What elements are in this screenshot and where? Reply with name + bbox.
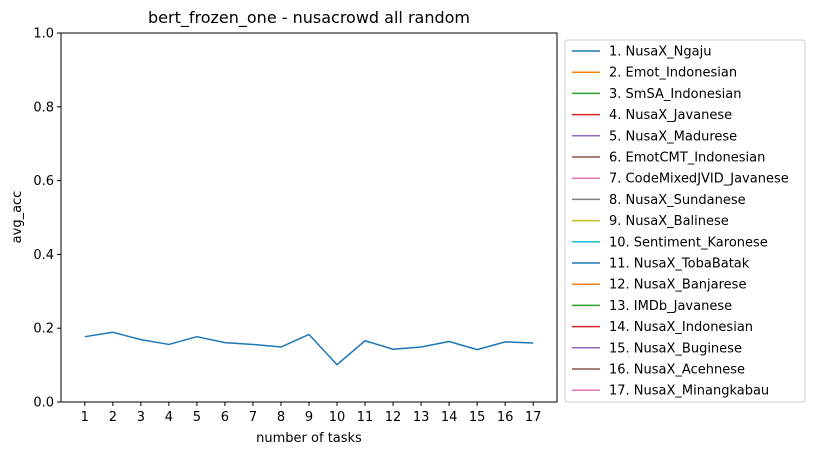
chart-title: bert_frozen_one - nusacrowd all random: [148, 8, 470, 28]
x-tick-label: 14: [441, 410, 458, 425]
y-tick-label: 0.6: [33, 174, 54, 189]
x-tick-label: 17: [525, 410, 542, 425]
y-tick-label: 0.8: [33, 100, 54, 115]
legend-items: 1. NusaX_Ngaju 2. Emot_Indonesian 3. SmSA_…: [572, 45, 789, 399]
x-tick-label: 1: [81, 410, 89, 425]
x-tick-label: 7: [249, 410, 257, 425]
y-tick-label: 0.2: [33, 322, 54, 337]
x-tick-label: 15: [469, 410, 486, 425]
x-axis-ticks: 1 2 3 4 5 6 7 8 9 10 11 12 13 14 15 16 17: [81, 402, 542, 425]
legend-label: 5. NusaX_Madurese: [609, 129, 737, 144]
x-tick-label: 9: [305, 410, 313, 425]
x-tick-label: 2: [109, 410, 117, 425]
y-tick-label: 0.4: [33, 248, 54, 263]
y-axis-ticks: 0.0 0.2 0.4 0.6 0.8 1.0: [33, 27, 61, 411]
x-tick-label: 10: [329, 410, 346, 425]
legend: 1. NusaX_Ngaju 2. Emot_Indonesian 3. SmSA_…: [564, 39, 806, 403]
plot-area: [84, 331, 534, 366]
legend-label: 13. IMDb_Javanese: [609, 299, 732, 314]
series-line: [84, 331, 534, 366]
legend-frame: [564, 39, 806, 403]
x-tick-label: 5: [193, 410, 201, 425]
x-tick-label: 4: [165, 410, 173, 425]
legend-label: 17. NusaX_Minangkabau: [609, 384, 769, 399]
legend-label: 4. NusaX_Javanese: [609, 108, 732, 123]
legend-label: 7. CodeMixedJVID_Javanese: [609, 172, 789, 187]
legend-label: 12. NusaX_Banjarese: [609, 278, 746, 293]
x-tick-label: 13: [413, 410, 430, 425]
y-tick-label: 1.0: [33, 27, 54, 42]
legend-label: 2. Emot_Indonesian: [609, 66, 737, 81]
legend-label: 6. EmotCMT_Indonesian: [609, 151, 765, 166]
legend-label: 10. Sentiment_Karonese: [609, 235, 768, 250]
legend-label: 1. NusaX_Ngaju: [609, 45, 711, 60]
x-tick-label: 12: [385, 410, 402, 425]
legend-label: 8. NusaX_Sundanese: [609, 193, 746, 208]
legend-label: 15. NusaX_Buginese: [609, 341, 742, 356]
legend-label: 11. NusaX_TobaBatak: [609, 257, 750, 272]
x-tick-label: 3: [137, 410, 145, 425]
legend-label: 14. NusaX_Indonesian: [609, 320, 753, 335]
x-tick-label: 6: [221, 410, 229, 425]
x-tick-label: 16: [497, 410, 514, 425]
x-tick-label: 8: [277, 410, 285, 425]
x-tick-label: 11: [357, 410, 374, 425]
legend-label: 9. NusaX_Balinese: [609, 214, 729, 229]
y-axis-label: avg_acc: [10, 191, 25, 244]
x-axis-label: number of tasks: [256, 431, 362, 446]
y-tick-label: 0.0: [33, 396, 54, 411]
plot-frame: [60, 32, 558, 403]
legend-label: 3. SmSA_Indonesian: [609, 87, 741, 102]
legend-label: 16. NusaX_Acehnese: [609, 363, 745, 378]
